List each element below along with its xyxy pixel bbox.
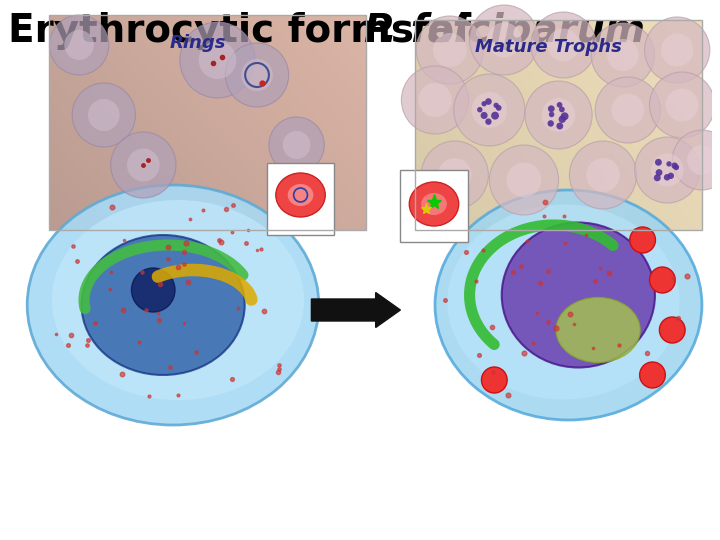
- Circle shape: [469, 5, 539, 75]
- Circle shape: [639, 362, 665, 388]
- Text: Erythrocytic forms of: Erythrocytic forms of: [8, 12, 485, 50]
- Circle shape: [180, 22, 255, 98]
- Ellipse shape: [288, 184, 313, 206]
- Circle shape: [611, 93, 644, 126]
- Circle shape: [547, 29, 580, 62]
- Circle shape: [50, 15, 109, 75]
- Ellipse shape: [27, 185, 319, 425]
- Circle shape: [477, 107, 482, 112]
- Circle shape: [225, 43, 289, 107]
- Circle shape: [490, 145, 559, 215]
- Circle shape: [493, 103, 499, 108]
- Circle shape: [241, 59, 273, 91]
- Circle shape: [649, 72, 715, 138]
- Circle shape: [654, 174, 661, 181]
- Text: Rings: Rings: [169, 34, 226, 52]
- Circle shape: [661, 33, 693, 66]
- Text: P. falciparum: P. falciparum: [364, 12, 645, 50]
- Circle shape: [401, 66, 469, 134]
- Circle shape: [672, 163, 678, 169]
- Text: Mature Trophs: Mature Trophs: [475, 38, 622, 56]
- Circle shape: [541, 98, 575, 132]
- Circle shape: [664, 174, 670, 180]
- Circle shape: [88, 99, 120, 131]
- Circle shape: [591, 23, 654, 87]
- Circle shape: [418, 83, 451, 117]
- Ellipse shape: [81, 235, 245, 375]
- Bar: [400, 170, 467, 242]
- Circle shape: [454, 74, 525, 146]
- Circle shape: [548, 105, 554, 112]
- Circle shape: [630, 227, 655, 253]
- Circle shape: [531, 12, 596, 78]
- Circle shape: [433, 33, 467, 67]
- Circle shape: [595, 77, 660, 143]
- Circle shape: [557, 123, 563, 130]
- Circle shape: [667, 173, 674, 179]
- FancyArrow shape: [312, 293, 400, 327]
- Circle shape: [482, 367, 507, 393]
- Circle shape: [660, 317, 685, 343]
- Circle shape: [687, 145, 716, 175]
- Circle shape: [607, 39, 639, 71]
- Circle shape: [525, 81, 592, 149]
- Circle shape: [547, 120, 554, 127]
- Ellipse shape: [409, 182, 459, 226]
- Circle shape: [666, 89, 698, 122]
- Circle shape: [651, 153, 683, 186]
- Circle shape: [561, 112, 569, 120]
- Circle shape: [111, 132, 176, 198]
- Circle shape: [557, 102, 562, 108]
- Circle shape: [485, 118, 492, 125]
- Ellipse shape: [421, 193, 447, 215]
- Circle shape: [649, 267, 675, 293]
- Circle shape: [666, 161, 672, 167]
- Ellipse shape: [276, 173, 325, 217]
- Circle shape: [644, 17, 710, 83]
- Circle shape: [127, 148, 160, 181]
- Circle shape: [482, 101, 487, 106]
- Bar: [50, 15, 366, 230]
- Ellipse shape: [447, 205, 680, 400]
- Circle shape: [487, 23, 521, 57]
- Circle shape: [559, 116, 566, 123]
- Circle shape: [656, 169, 662, 176]
- Circle shape: [199, 41, 236, 79]
- Ellipse shape: [502, 222, 655, 368]
- Circle shape: [472, 92, 507, 128]
- Circle shape: [491, 112, 499, 120]
- Circle shape: [655, 159, 662, 166]
- Ellipse shape: [52, 200, 304, 400]
- Circle shape: [481, 112, 487, 119]
- Circle shape: [673, 164, 679, 170]
- Circle shape: [421, 141, 488, 209]
- Circle shape: [586, 158, 620, 192]
- Circle shape: [507, 163, 541, 198]
- Bar: [415, 20, 702, 230]
- Circle shape: [635, 137, 700, 203]
- Circle shape: [269, 117, 324, 173]
- Circle shape: [672, 130, 720, 190]
- Circle shape: [570, 141, 636, 209]
- Circle shape: [416, 16, 483, 84]
- Ellipse shape: [435, 190, 702, 420]
- Circle shape: [72, 83, 135, 147]
- Ellipse shape: [556, 298, 640, 362]
- Bar: [267, 163, 334, 235]
- Circle shape: [549, 112, 554, 117]
- Circle shape: [64, 30, 94, 60]
- Circle shape: [283, 131, 310, 159]
- Circle shape: [559, 106, 564, 112]
- Circle shape: [438, 158, 472, 192]
- Circle shape: [496, 105, 502, 111]
- Circle shape: [485, 98, 492, 105]
- Circle shape: [132, 268, 175, 312]
